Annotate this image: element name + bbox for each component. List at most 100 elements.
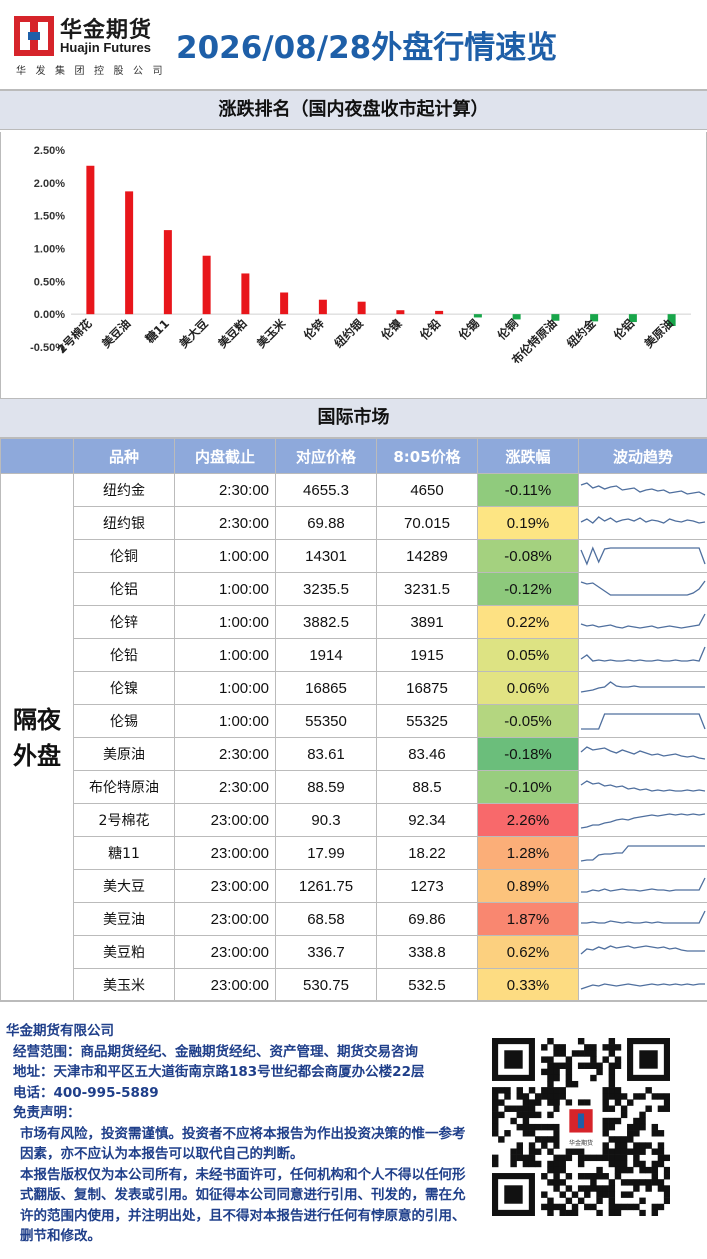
footer-disclaimer-2: 本报告版权仅为本公司所有，未经书面许可，任何机构和个人不得以任何形式翻版、复制、…	[20, 1166, 466, 1245]
bar-美豆粕	[241, 273, 250, 315]
table-row: 伦铝 1:00:00 3235.5 3231.5 -0.12%	[1, 572, 707, 606]
cutoff-cell: 1:00:00	[174, 638, 276, 672]
bar-糖11	[163, 230, 172, 315]
variety-cell: 布伦特原油	[73, 770, 175, 804]
ref-price-cell: 68.58	[275, 902, 377, 936]
price-cell: 1915	[376, 638, 478, 672]
x-category-label: 美豆油	[99, 316, 133, 350]
table-row: 隔夜 外盘 纽约金 2:30:00 4655.3 4650 -0.11%	[0, 473, 707, 1002]
trend-sparkline	[578, 803, 707, 837]
change-cell: 0.19%	[477, 506, 579, 540]
price-cell: 70.015	[376, 506, 478, 540]
cutoff-cell: 2:30:00	[174, 506, 276, 540]
trend-sparkline	[578, 869, 707, 903]
variety-cell: 美豆油	[73, 902, 175, 936]
footer-address: 地址：天津市和平区五大道街南京路183号世纪都会商厦办公楼22层	[13, 1064, 425, 1080]
table-row: 布伦特原油 2:30:00 88.59 88.5 -0.10%	[1, 770, 707, 804]
x-category-label: 美大豆	[176, 316, 211, 351]
cutoff-cell: 2:30:00	[174, 737, 276, 771]
price-cell: 83.46	[376, 737, 478, 771]
change-cell: 2.26%	[477, 803, 579, 837]
header-cutoff: 内盘截止	[174, 438, 276, 474]
change-cell: -0.10%	[477, 770, 579, 804]
footer-company: 华金期货有限公司	[6, 1023, 114, 1039]
x-category-label: 美玉米	[254, 316, 289, 351]
price-cell: 338.8	[376, 935, 478, 969]
price-cell: 88.5	[376, 770, 478, 804]
sparkline-icon	[580, 580, 706, 596]
ranking-chart-svg: 2.50% 2.00% 1.50% 1.00% 0.50% 0.00% -0.50%2号棉花…	[30, 145, 691, 368]
qr-logo-text: 华金期货	[569, 1139, 593, 1147]
variety-cell: 伦铜	[73, 539, 175, 573]
ref-price-cell: 83.61	[275, 737, 377, 771]
sparkline-icon	[580, 546, 706, 566]
change-cell: 0.22%	[477, 605, 579, 639]
footer-scope: 经营范围：商品期货经纪、金融期货经纪、资产管理、期货交易咨询	[13, 1043, 418, 1060]
header-price: 8:05价格	[376, 438, 478, 474]
trend-sparkline	[578, 473, 707, 507]
report-header: 华金期货 Huajin Futures 华发集团控股公司 2026/08/28外…	[0, 0, 707, 90]
page-title: 2026/08/28外盘行情速览	[176, 30, 558, 66]
price-cell: 16875	[376, 671, 478, 705]
cutoff-cell: 1:00:00	[174, 539, 276, 573]
variety-cell: 伦铅	[73, 638, 175, 672]
variety-cell: 伦镍	[73, 671, 175, 705]
footer-phone: 电话：400-995-5889	[13, 1084, 159, 1101]
ref-price-cell: 1914	[275, 638, 377, 672]
qr-code-icon[interactable]: 华金期货	[492, 1038, 670, 1216]
bar-美豆油	[125, 191, 134, 315]
header-variety: 品种	[73, 438, 175, 474]
change-cell: 0.62%	[477, 935, 579, 969]
ref-price-cell: 14301	[275, 539, 377, 573]
ref-price-cell: 16865	[275, 671, 377, 705]
table-row: 伦镍 1:00:00 16865 16875 0.06%	[1, 671, 707, 705]
footer-disclaimer-1: 市场有风险，投资需谨慎。投资者不应将本报告为作出投资决策的惟一参考因素，亦不应认…	[20, 1125, 466, 1163]
logo-subtitle: 华发集团控股公司	[16, 66, 172, 77]
change-cell: -0.11%	[477, 473, 579, 507]
y-tick-label: 1.00%	[34, 244, 65, 256]
report-footer: 华金期货有限公司 经营范围：商品期货经纪、金融期货经纪、资产管理、期货交易咨询 …	[0, 1000, 707, 1259]
x-category-label: 美原油	[641, 316, 675, 350]
logo-company-en: Huajin Futures	[60, 40, 152, 55]
ref-price-cell: 90.3	[275, 803, 377, 837]
sparkline-icon	[581, 877, 706, 893]
ref-price-cell: 55350	[275, 704, 377, 738]
change-cell: 1.28%	[477, 836, 579, 870]
intl-section-title: 国际市场	[0, 398, 707, 438]
ref-price-cell: 69.88	[275, 506, 377, 540]
bar-伦铅	[435, 310, 444, 315]
sparkline-icon	[580, 945, 705, 955]
bar-2号棉花	[86, 165, 95, 315]
table-row: 美大豆 23:00:00 1261.75 1273 0.89%	[1, 869, 707, 903]
group-label: 隔夜 外盘	[0, 473, 74, 1002]
change-cell: 0.06%	[477, 671, 579, 705]
y-tick-label: 2.00%	[34, 178, 65, 190]
trend-sparkline	[578, 506, 707, 540]
x-category-label: 美豆粕	[215, 316, 249, 350]
cutoff-cell: 23:00:00	[174, 902, 276, 936]
price-cell: 4650	[376, 473, 478, 507]
table-row: 美豆粕 23:00:00 336.7 338.8 0.62%	[1, 935, 707, 969]
bar-伦锌	[318, 299, 327, 315]
variety-cell: 美大豆	[73, 869, 175, 903]
header-blank	[0, 438, 74, 474]
x-category-label: 2号棉花	[55, 316, 95, 356]
sparkline-icon	[580, 813, 706, 829]
cutoff-cell: 23:00:00	[174, 836, 276, 870]
bar-纽约银	[357, 301, 366, 315]
price-cell: 3891	[376, 605, 478, 639]
variety-cell: 伦锌	[73, 605, 175, 639]
sparkline-icon	[580, 681, 705, 693]
cutoff-cell: 1:00:00	[174, 605, 276, 639]
sparkline-icon	[580, 646, 706, 662]
price-cell: 14289	[376, 539, 478, 573]
table-row: 糖11 23:00:00 17.99 18.22 1.28%	[1, 836, 707, 870]
bar-纽约金	[590, 314, 599, 322]
sparkline-icon	[580, 482, 706, 496]
variety-cell: 纽约银	[73, 506, 175, 540]
change-cell: -0.18%	[477, 737, 579, 771]
intl-market-table: 品种 内盘截止 对应价格 8:05价格 涨跌幅 波动趋势 隔夜 外盘 纽约金 2:30…	[0, 438, 707, 1002]
table-row: 美原油 2:30:00 83.61 83.46 -0.18%	[1, 737, 707, 771]
y-tick-label: 1.50%	[34, 211, 65, 223]
y-tick-label: 0.50%	[34, 276, 65, 288]
